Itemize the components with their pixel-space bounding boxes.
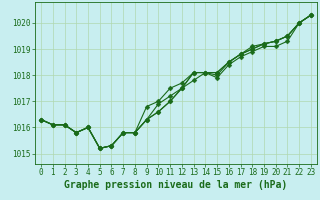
X-axis label: Graphe pression niveau de la mer (hPa): Graphe pression niveau de la mer (hPa) — [64, 180, 288, 190]
